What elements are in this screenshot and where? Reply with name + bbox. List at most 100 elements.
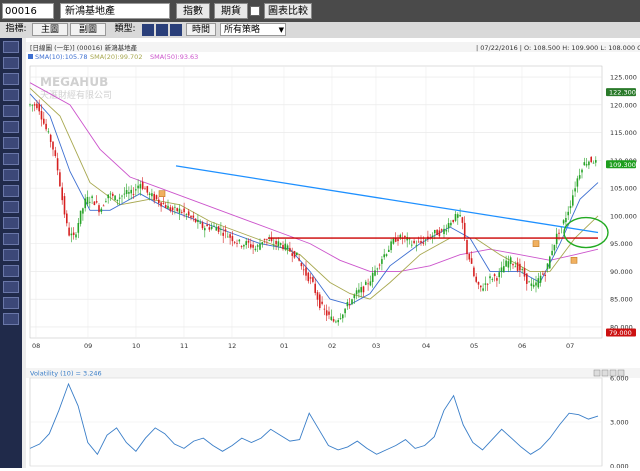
candle-body (314, 283, 316, 293)
candle-body (63, 196, 66, 215)
close-panel-icon[interactable] (617, 369, 625, 377)
candle-body (440, 229, 443, 231)
candle-body (420, 241, 422, 243)
candle-body (141, 181, 144, 190)
line-tool-icon[interactable] (3, 57, 19, 69)
price-tick-label: 80.000 (610, 323, 633, 331)
gann-tool-icon[interactable] (3, 217, 19, 229)
candle-body (259, 243, 261, 250)
chart-compare-button[interactable]: 圖表比較 (264, 3, 312, 19)
candle-body (282, 244, 284, 249)
cycle-tool-icon[interactable] (3, 265, 19, 277)
candle-body (312, 277, 314, 282)
month-tick-label: 11 (180, 342, 188, 350)
scroll-right-icon[interactable] (601, 369, 609, 377)
candle-body (270, 238, 273, 241)
candle-body (484, 283, 487, 285)
candle-body (33, 104, 36, 106)
candle-body (66, 213, 68, 224)
channel-tool-icon[interactable] (3, 169, 19, 181)
candle-body (240, 246, 243, 248)
drawing-tools-panel (0, 38, 22, 468)
candle-body (194, 218, 197, 223)
scroll-left-icon[interactable] (593, 369, 601, 377)
candle-body (595, 160, 597, 163)
candle-body (279, 243, 282, 245)
candlestick-icon[interactable] (156, 24, 168, 36)
candle-body (558, 232, 560, 234)
candle-body (68, 227, 70, 236)
stock-name-field[interactable]: 新鴻基地產 (60, 3, 170, 19)
index-button[interactable]: 指數 (176, 3, 210, 19)
candle-body (215, 227, 218, 231)
futures-button[interactable]: 期貨 (214, 3, 248, 19)
candle-body (512, 264, 514, 266)
zoom-icon[interactable] (609, 369, 617, 377)
candle-body (470, 258, 473, 264)
pitchfork-tool-icon[interactable] (3, 249, 19, 261)
candle-body (135, 189, 137, 191)
price-chart-svg[interactable]: [日線圖 (一年)] (00016) 新鴻基地產 | 07/22/2016 | … (26, 38, 640, 471)
candle-body (224, 229, 227, 232)
candle-body (342, 314, 344, 319)
candle-body (445, 230, 448, 232)
candle-body (523, 268, 526, 277)
candle-body (146, 186, 149, 193)
volatility-tick-label: 0.000 (610, 463, 629, 469)
month-tick-label: 03 (372, 342, 380, 350)
candle-body (95, 201, 98, 203)
fibonacci-tool-icon[interactable] (3, 153, 19, 165)
candle-body (307, 272, 310, 282)
candle-body (390, 241, 392, 251)
candle-body (263, 238, 266, 240)
compare-checkbox[interactable] (250, 6, 260, 16)
brush-tool-icon[interactable] (3, 281, 19, 293)
month-tick-label: 10 (132, 342, 140, 350)
candle-body (121, 195, 123, 197)
candle-body (443, 228, 445, 235)
measure-tool-icon[interactable] (3, 233, 19, 245)
chart-area[interactable]: [日線圖 (一年)] (00016) 新鴻基地產 | 07/22/2016 | … (26, 38, 640, 471)
candle-body (109, 193, 112, 195)
indicator-label: 指標: (5, 24, 27, 34)
crosshair-tool-icon[interactable] (3, 41, 19, 53)
candle-body (208, 227, 211, 230)
zoom-in-tool-icon[interactable] (3, 185, 19, 197)
candle-body (551, 250, 553, 255)
zoom-out-tool-icon[interactable] (3, 201, 19, 213)
period-button[interactable]: 時間 (186, 23, 216, 36)
trash-tool-icon[interactable] (3, 313, 19, 325)
text-tool-icon[interactable] (3, 137, 19, 149)
candle-body (503, 266, 505, 273)
candle-body (190, 215, 192, 218)
candle-body (130, 189, 132, 194)
candle-body (93, 201, 96, 206)
candle-body (493, 274, 496, 277)
circle-tool-icon[interactable] (3, 121, 19, 133)
price-tick-label: 120.000 (610, 101, 637, 109)
candle-body (461, 217, 464, 223)
rectangle-tool-icon[interactable] (3, 73, 19, 85)
month-tick-label: 05 (470, 342, 478, 350)
tab-main-chart[interactable]: 主圖 (32, 23, 68, 36)
candle-body (454, 214, 457, 221)
chart-header-right: | 07/22/2016 | O: 108.500 H: 109.900 L: … (476, 44, 640, 52)
price-tick-label: 105.000 (610, 185, 637, 193)
arrow-tool-icon[interactable] (3, 105, 19, 117)
month-tick-label: 08 (32, 342, 40, 350)
candle-body (316, 292, 319, 300)
candle-body (222, 232, 224, 236)
ray-tool-icon[interactable] (3, 89, 19, 101)
eraser-tool-icon[interactable] (3, 297, 19, 309)
tab-sub-chart[interactable]: 副圖 (70, 23, 106, 36)
price-tick-label: 95.000 (610, 240, 633, 248)
candle-body (530, 283, 533, 286)
price-tick-label: 85.000 (610, 296, 633, 304)
strategy-select[interactable]: 所有策略 ▼ (220, 23, 286, 36)
stock-code-input[interactable]: 00016 (2, 3, 54, 19)
candle-body (574, 188, 576, 192)
month-tick-label: 12 (228, 342, 236, 350)
line-chart-icon[interactable] (142, 24, 154, 36)
bar-chart-icon[interactable] (170, 24, 182, 36)
signal-marker (158, 190, 166, 197)
